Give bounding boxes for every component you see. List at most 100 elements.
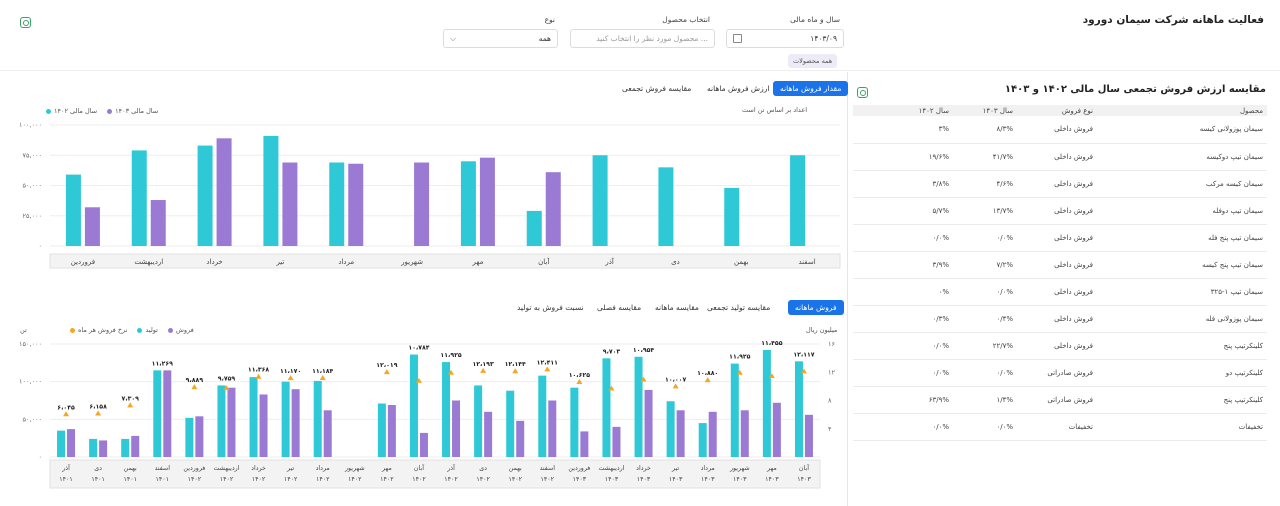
product-select[interactable]: محصول مورد نظر را انتخاب کنید ... xyxy=(570,29,715,48)
bar xyxy=(89,438,98,457)
data-label: ۱۱،۳۶۸ xyxy=(248,367,269,374)
rate-marker xyxy=(63,411,70,417)
data-label: ۶،۱۵۸ xyxy=(89,404,107,411)
bar xyxy=(570,387,579,457)
legend-dot xyxy=(46,108,51,114)
table-refresh-icon[interactable] xyxy=(857,87,868,98)
type-select[interactable]: ⌵ همه xyxy=(443,29,558,48)
bar xyxy=(150,200,166,246)
chart-note: اعداد بر اساس تن است xyxy=(742,106,808,114)
x-tick-label: آبان xyxy=(414,463,424,472)
x-tick-label: بهمن xyxy=(734,258,749,266)
legend-label: سال مالی ۱۴۰۲ xyxy=(54,107,98,115)
top-legend: سال مالی ۱۴۰۲ سال مالی ۱۴۰۳ xyxy=(46,107,158,115)
x-tick-label: دی xyxy=(94,465,102,472)
data-label: ۱۲،۰۱۹ xyxy=(376,362,397,369)
rate-marker xyxy=(415,377,422,383)
table-cell: سیمان پوزولانی کیسه xyxy=(1097,116,1267,144)
x-tick-year: ۱۴۰۲ xyxy=(508,476,522,483)
table-cell: ۵/۷% xyxy=(853,197,953,225)
x-tick-year: ۱۴۰۲ xyxy=(444,476,458,483)
legend-rate[interactable]: نرخ فروش هر ماه xyxy=(70,326,127,334)
x-tick-label: دی xyxy=(671,258,680,266)
bar xyxy=(282,162,298,246)
rate-marker xyxy=(255,373,262,379)
tab-monthly-sales-value[interactable]: ارزش فروش ماهانه xyxy=(707,84,770,93)
x-tick-year: ۱۴۰۱ xyxy=(91,476,105,483)
bar xyxy=(259,394,268,457)
x-tick-label: مهر xyxy=(381,465,392,472)
table-cell: سیمان تیپ پنج کیسه xyxy=(1097,251,1267,279)
monthly-production-chart: ۱۵۰,۰۰۰ ۱۰۰,۰۰۰ ۵۰,۰۰۰ ۰ ۱۶ ۱۲ ۸ ۴ ۶،۰۴۵ آذر ۱۴۰۱ ۶… xyxy=(19,340,835,489)
table-cell: ۱۳/۷% xyxy=(953,197,1017,225)
x-tick-label: مهر xyxy=(471,258,483,266)
tab-cumulative-production[interactable]: مقایسه تولید تجمعی xyxy=(707,303,771,312)
data-label: ۹،۷۵۹ xyxy=(218,375,236,382)
table-cell: سیمان تیپ دوفله xyxy=(1097,197,1267,225)
x-tick-year: ۱۴۰۳ xyxy=(765,476,779,483)
table-cell: ۴۱/۷% xyxy=(953,143,1017,171)
data-label: ۱۰،۹۵۴ xyxy=(633,347,654,354)
table-row: تخفیفات تخفیفات ۰/۰% ۰/۰% xyxy=(853,413,1267,441)
y-tick-label: ۰ xyxy=(39,453,43,461)
bar xyxy=(790,155,806,246)
refresh-icon[interactable] xyxy=(20,17,31,28)
filter-chip[interactable]: همه محصولات xyxy=(788,54,838,68)
legend-sales[interactable]: فروش xyxy=(167,326,194,334)
tab-cumulative-sales[interactable]: مقایسه فروش تجمعی xyxy=(622,84,692,93)
legend-1402[interactable]: سال مالی ۱۴۰۲ xyxy=(46,107,97,115)
x-tick-label: خرداد xyxy=(251,465,266,472)
x-tick-label: تیر xyxy=(671,465,679,472)
x-tick-year: ۱۴۰۲ xyxy=(541,476,555,483)
x-tick-label: آذر xyxy=(446,463,455,472)
bar xyxy=(548,400,557,457)
x-tick-year: ۱۴۰۲ xyxy=(348,476,362,483)
bar xyxy=(227,387,236,457)
table-row: کلینکرتیپ دو فروش صادراتی ۰/۰% ۰/۰% xyxy=(853,359,1267,387)
table-cell: ۷/۲% xyxy=(953,251,1017,279)
x-axis-band xyxy=(49,253,841,269)
table-cell: فروش داخلی xyxy=(1017,170,1097,198)
tab-sales-production-ratio[interactable]: نسبت فروش به تولید xyxy=(517,303,584,312)
table-cell: ۰% xyxy=(853,278,953,306)
period-field[interactable]: ۱۴۰۳/۰۹ xyxy=(726,29,844,48)
x-tick-year: ۱۴۰۳ xyxy=(637,476,651,483)
y2-tick-label: ۱۲ xyxy=(828,368,835,376)
table-cell: ۰/۳% xyxy=(853,305,953,333)
bar xyxy=(676,410,685,457)
legend-dot xyxy=(70,327,75,333)
legend-1403[interactable]: سال مالی ۱۴۰۳ xyxy=(107,107,158,115)
rate-marker xyxy=(95,410,102,416)
data-label: ۱۱،۱۷۰ xyxy=(280,368,301,375)
table-cell: فروش داخلی xyxy=(1017,305,1097,333)
rate-marker xyxy=(544,366,551,372)
rate-marker xyxy=(223,385,230,391)
rate-marker xyxy=(640,376,647,382)
tab-monthly-sales-qty[interactable]: مقدار فروش ماهانه xyxy=(773,81,849,96)
data-label: ۱۲،۱۹۳ xyxy=(473,361,494,368)
bar xyxy=(131,435,140,457)
x-tick-label: بهمن xyxy=(124,465,137,472)
col-1403: سال ۱۴۰۳ xyxy=(953,105,1017,116)
x-tick-year: ۱۴۰۲ xyxy=(316,476,330,483)
y2-tick-label: ۱۶ xyxy=(828,340,835,348)
table-cell: ۴/۶% xyxy=(953,170,1017,198)
tab-seasonal-compare[interactable]: مقایسه فصلی xyxy=(597,303,642,312)
data-label: ۶،۰۴۵ xyxy=(57,404,75,411)
col-1402: سال ۱۴۰۲ xyxy=(853,105,953,116)
table-row: سیمان تیپ ۱-۳۲۵ فروش داخلی ۰/۰% ۰% xyxy=(853,278,1267,306)
tab-monthly-sales[interactable]: فروش ماهانه xyxy=(788,300,844,315)
y-tick-label: ۲۵,۰۰۰ xyxy=(22,212,42,220)
table-row: سیمان کیسه مرکب فروش داخلی ۴/۶% ۳/۸% xyxy=(853,170,1267,198)
table-cell: فروش داخلی xyxy=(1017,143,1097,171)
legend-dot xyxy=(107,108,113,114)
tab-monthly-compare[interactable]: مقایسه ماهانه xyxy=(655,303,699,312)
bar xyxy=(526,210,542,246)
x-axis-band xyxy=(49,459,821,489)
legend-production[interactable]: تولید xyxy=(137,326,158,334)
x-tick-label: شهریور xyxy=(400,258,423,266)
x-tick-label: تیر xyxy=(275,258,284,266)
chevron-down-icon: ⌵ xyxy=(450,33,457,43)
rate-marker xyxy=(672,383,679,389)
x-tick-label: شهریور xyxy=(729,465,750,472)
